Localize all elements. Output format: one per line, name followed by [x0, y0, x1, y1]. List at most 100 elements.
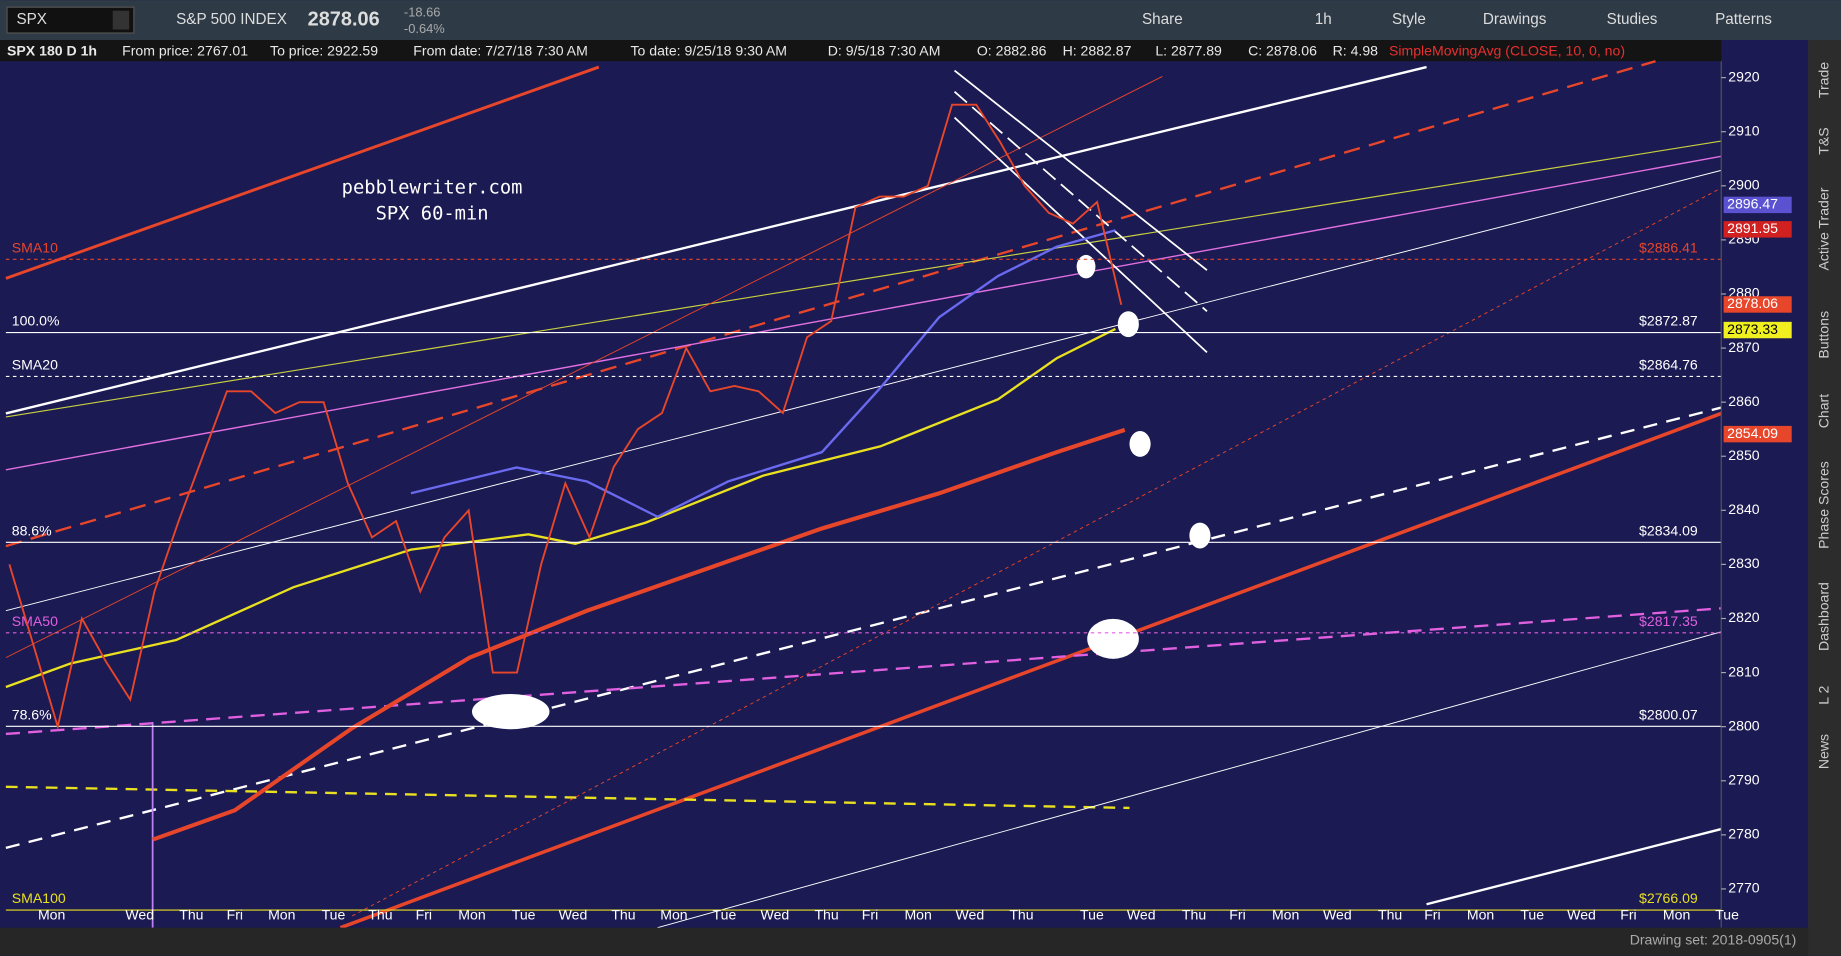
dropdown[interactable]	[112, 10, 130, 30]
level-name: SMA10	[12, 239, 58, 255]
info: From price: 2767.01	[122, 43, 248, 59]
drawing-set: Drawing set: 2018-0905(1)	[1630, 931, 1797, 947]
toolbar-button[interactable]: Drawings	[1483, 11, 1547, 28]
level-name: SMA20	[12, 357, 58, 373]
side-tab[interactable]: L 2	[1815, 686, 1831, 705]
x-tick-label: Wed	[125, 907, 154, 923]
level-label: $2766.09	[1639, 890, 1698, 906]
info: O: 2882.86	[977, 43, 1047, 59]
y-tick-label: 2850	[1728, 447, 1759, 463]
price-line	[8, 103, 1123, 731]
side-tab[interactable]: Buttons	[1815, 311, 1831, 359]
info: D: 9/5/18 7:30 AM	[828, 43, 941, 59]
side-tab[interactable]: Trade	[1815, 62, 1831, 98]
watermark: pebblewriter.com	[342, 177, 523, 198]
x-tick-label: Mon	[458, 907, 485, 923]
x-tick-label: Mon	[904, 907, 931, 923]
x-tick-label: Thu	[179, 907, 203, 923]
drawings	[5, 60, 1722, 930]
info: To date: 9/25/18 9:30 AM	[630, 43, 787, 59]
y-tick-label: 2800	[1728, 717, 1759, 733]
toolbar-button[interactable]: 1h	[1315, 11, 1332, 28]
level-label: $2817.35	[1639, 613, 1698, 629]
level-name: 78.6%	[12, 706, 52, 722]
price-tag-label: 2896.47	[1727, 196, 1778, 212]
y-tick-label: 2790	[1728, 771, 1759, 787]
toolbar-button[interactable]: Share	[1142, 11, 1183, 28]
x-tick-label: Thu	[814, 907, 838, 923]
price-chart: SMA10 $2886.41 100.0% $2872.87 SMA20 $2864.76…	[5, 103, 1722, 911]
instrument-name: S&P 500 INDEX	[176, 11, 287, 28]
level-label: $2886.41	[1639, 239, 1698, 255]
price-tag-label: 2891.95	[1727, 220, 1778, 236]
price-tag-label: 2854.09	[1727, 425, 1778, 441]
info: To price: 2922.59	[270, 43, 378, 59]
y-tick-label: 2920	[1728, 68, 1759, 84]
level-label: $2800.07	[1639, 706, 1698, 722]
x-tick-label: Fri	[1229, 907, 1245, 923]
price-tag	[1723, 425, 1792, 443]
info: H: 2882.87	[1063, 43, 1132, 59]
x-tick-label: Tue	[512, 907, 536, 923]
toolbar-button[interactable]: Patterns	[1715, 11, 1772, 28]
study: SPX 180 D 1h	[7, 43, 97, 59]
toolbar-button[interactable]: Style	[1392, 11, 1426, 28]
level-label: $2872.87	[1639, 313, 1698, 329]
symbol: SPX	[16, 11, 47, 28]
x-tick-label: Fri	[862, 907, 878, 923]
x-tick-label: Tue	[322, 907, 346, 923]
x-tick-label: Tue	[713, 907, 737, 923]
side-tab[interactable]: T&S	[1815, 127, 1831, 154]
x-tick-label: Tue	[1715, 907, 1739, 923]
level-name: SMA100	[12, 890, 66, 906]
toolbar-button[interactable]: Studies	[1607, 11, 1658, 28]
price-tag	[1723, 296, 1792, 313]
x-tick-label: Mon	[268, 907, 295, 923]
info-bar	[0, 40, 1722, 62]
y-tick-label: 2780	[1728, 826, 1759, 842]
x-tick-label: Tue	[1080, 907, 1104, 923]
level-name: SMA50	[12, 613, 58, 629]
x-tick-label: Fri	[227, 907, 243, 923]
watermark: SPX 60-min	[376, 203, 489, 224]
y-tick-label: 2840	[1728, 501, 1759, 517]
info: From date: 7/27/18 7:30 AM	[413, 43, 588, 59]
x-tick-label: Mon	[38, 907, 65, 923]
info: R: 4.98	[1333, 43, 1379, 59]
side-tab[interactable]: Active Trader	[1815, 187, 1831, 270]
price-tag-label: 2873.33	[1727, 321, 1778, 337]
x-tick-label: Mon	[1467, 907, 1494, 923]
info: C: 2878.06	[1248, 43, 1317, 59]
x-tick-label: Wed	[1323, 907, 1352, 923]
x-tick-label: Wed	[1127, 907, 1156, 923]
y-tick-label: 2870	[1728, 339, 1759, 355]
x-tick-label: Wed	[559, 907, 588, 923]
y-tick-label: 2820	[1728, 609, 1759, 625]
x-tick-label: Thu	[1009, 907, 1033, 923]
level-name: 100.0%	[12, 313, 60, 329]
x-tick-label: Thu	[611, 907, 635, 923]
x-tick-label: Fri	[416, 907, 432, 923]
x-tick-label: Wed	[955, 907, 984, 923]
x-tick-label: Wed	[1567, 907, 1596, 923]
price-tag-label: 2878.06	[1727, 295, 1778, 311]
x-tick-label: Mon	[660, 907, 687, 923]
side-tab[interactable]: Dashboard	[1815, 582, 1831, 651]
x-tick-label: Thu	[1182, 907, 1206, 923]
last-price: 2878.06	[308, 8, 380, 30]
level-label: $2864.76	[1639, 357, 1698, 373]
change-pct: -0.64%	[404, 21, 445, 36]
indicator: SimpleMovingAvg (CLOSE, 10, 0, no)	[1389, 43, 1625, 59]
y-tick-label: 2770	[1728, 880, 1759, 896]
side-tab[interactable]: News	[1815, 734, 1831, 769]
y-tick-label: 2910	[1728, 122, 1759, 138]
side-tab[interactable]: Chart	[1815, 394, 1831, 429]
change: -18.66	[404, 4, 441, 19]
price-tag	[1723, 196, 1792, 214]
price-tag	[1723, 321, 1792, 339]
side-panel	[1808, 40, 1841, 956]
side-tab[interactable]: Phase Scores	[1815, 461, 1831, 549]
